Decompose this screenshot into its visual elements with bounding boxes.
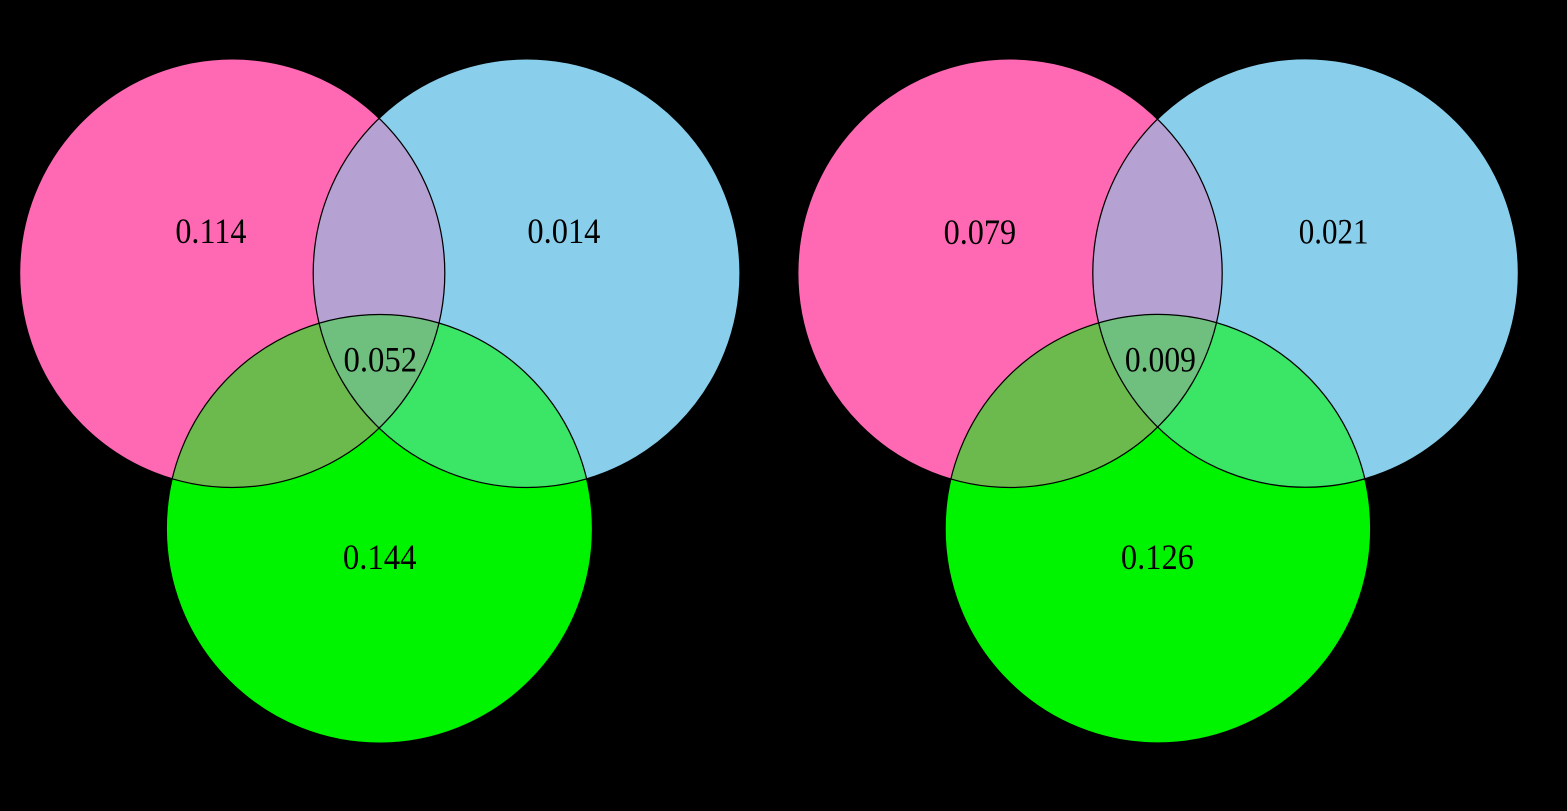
svg-text:0.079: 0.079 — [944, 212, 1017, 252]
svg-text:0.021: 0.021 — [1299, 212, 1369, 252]
svg-text:0.144: 0.144 — [343, 537, 417, 577]
svg-text:0.126: 0.126 — [1121, 537, 1194, 577]
svg-text:0.009: 0.009 — [1125, 340, 1196, 380]
svg-text:0.114: 0.114 — [175, 211, 246, 251]
svg-text:0.014: 0.014 — [527, 211, 600, 251]
svg-text:0.052: 0.052 — [343, 339, 417, 379]
